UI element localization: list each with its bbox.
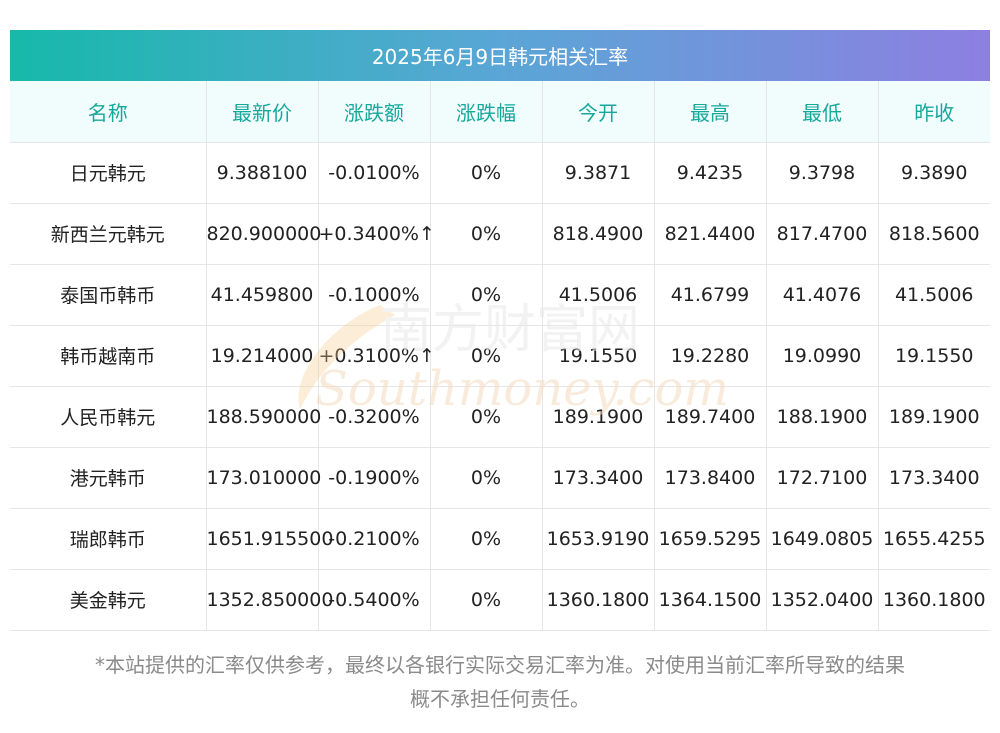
cell-open: 818.4900 — [542, 203, 655, 265]
cell-low: 41.4076 — [766, 264, 879, 326]
cell-prev-close: 818.5600 — [878, 203, 990, 265]
cell-name: 新西兰元韩元 — [10, 203, 207, 265]
cell-high: 189.7400 — [654, 386, 767, 448]
cell-open: 19.1550 — [542, 325, 655, 387]
cell-prev-close: 19.1550 — [878, 325, 990, 387]
cell-open: 1360.1800 — [542, 569, 655, 631]
cell-change-pct: 0% — [430, 203, 543, 265]
cell-latest: 41.459800 — [206, 264, 319, 326]
page-title: 2025年6月9日韩元相关汇率 — [10, 30, 990, 81]
disclaimer-line-1: *本站提供的汇率仅供参考，最终以各银行实际交易汇率为准。对使用当前汇率所导致的结… — [95, 653, 905, 677]
cell-low: 19.0990 — [766, 325, 879, 387]
cell-prev-close: 9.3890 — [878, 142, 990, 204]
exchange-rate-table: 名称 最新价 涨跌额 涨跌幅 今开 最高 最低 昨收 日元韩元 9.388100… — [10, 81, 990, 631]
cell-name: 泰国币韩币 — [10, 264, 207, 326]
column-header-change-pct: 涨跌幅 — [430, 81, 543, 143]
cell-latest: 1651.915500 — [206, 508, 333, 570]
column-header-prev-close: 昨收 — [878, 81, 990, 143]
cell-change-pct: 0% — [430, 264, 543, 326]
table-row: 美金韩元 1352.850000 -0.5400% 0% 1360.1800 1… — [10, 569, 990, 631]
column-header-name: 名称 — [10, 81, 207, 143]
cell-low: 9.3798 — [766, 142, 879, 204]
cell-open: 1653.9190 — [542, 508, 655, 570]
disclaimer-line-2: 概不承担任何责任。 — [410, 687, 590, 711]
cell-prev-close: 173.3400 — [878, 447, 990, 509]
cell-change-pct: 0% — [430, 386, 543, 448]
cell-high: 173.8400 — [654, 447, 767, 509]
cell-low: 817.4700 — [766, 203, 879, 265]
table-row: 日元韩元 9.388100 -0.0100% 0% 9.3871 9.4235 … — [10, 142, 990, 204]
cell-low: 188.1900 — [766, 386, 879, 448]
cell-high: 19.2280 — [654, 325, 767, 387]
cell-change: -0.2100% — [318, 508, 431, 570]
table-row: 人民币韩元 188.590000 -0.3200% 0% 189.1900 18… — [10, 386, 990, 448]
cell-change: +0.3100%↑ — [318, 325, 435, 387]
cell-latest: 1352.850000 — [206, 569, 333, 631]
cell-change: +0.3400%↑ — [318, 203, 435, 265]
cell-high: 1659.5295 — [654, 508, 767, 570]
cell-open: 41.5006 — [542, 264, 655, 326]
cell-low: 1649.0805 — [766, 508, 879, 570]
column-header-change: 涨跌额 — [318, 81, 431, 143]
cell-change: -0.3200% — [318, 386, 431, 448]
table-row: 瑞郎韩币 1651.915500 -0.2100% 0% 1653.9190 1… — [10, 508, 990, 570]
disclaimer-footnote: *本站提供的汇率仅供参考，最终以各银行实际交易汇率为准。对使用当前汇率所导致的结… — [10, 648, 990, 716]
cell-change: -0.1000% — [318, 264, 431, 326]
cell-prev-close: 41.5006 — [878, 264, 990, 326]
column-header-high: 最高 — [654, 81, 767, 143]
cell-change-pct: 0% — [430, 447, 543, 509]
cell-high: 821.4400 — [654, 203, 767, 265]
cell-change: -0.5400% — [318, 569, 431, 631]
cell-name: 韩币越南币 — [10, 325, 207, 387]
cell-prev-close: 1655.4255 — [878, 508, 990, 570]
cell-change-pct: 0% — [430, 142, 543, 204]
column-header-latest: 最新价 — [206, 81, 319, 143]
cell-latest: 820.900000 — [206, 203, 321, 265]
cell-latest: 173.010000 — [206, 447, 321, 509]
cell-latest: 19.214000 — [206, 325, 319, 387]
cell-low: 1352.0400 — [766, 569, 879, 631]
cell-high: 9.4235 — [654, 142, 767, 204]
cell-change-pct: 0% — [430, 508, 543, 570]
table-row: 泰国币韩币 41.459800 -0.1000% 0% 41.5006 41.6… — [10, 264, 990, 326]
cell-high: 41.6799 — [654, 264, 767, 326]
cell-change-pct: 0% — [430, 325, 543, 387]
table-row: 新西兰元韩元 820.900000 +0.3400%↑ 0% 818.4900 … — [10, 203, 990, 265]
cell-prev-close: 189.1900 — [878, 386, 990, 448]
cell-low: 172.7100 — [766, 447, 879, 509]
cell-change: -0.1900% — [318, 447, 431, 509]
column-header-low: 最低 — [766, 81, 879, 143]
cell-latest: 188.590000 — [206, 386, 321, 448]
column-header-open: 今开 — [542, 81, 655, 143]
table-row: 港元韩币 173.010000 -0.1900% 0% 173.3400 173… — [10, 447, 990, 509]
cell-open: 189.1900 — [542, 386, 655, 448]
table-header-row: 名称 最新价 涨跌额 涨跌幅 今开 最高 最低 昨收 — [10, 81, 990, 143]
cell-open: 9.3871 — [542, 142, 655, 204]
cell-prev-close: 1360.1800 — [878, 569, 990, 631]
cell-name: 日元韩元 — [10, 142, 207, 204]
cell-latest: 9.388100 — [206, 142, 319, 204]
table-row: 韩币越南币 19.214000 +0.3100%↑ 0% 19.1550 19.… — [10, 325, 990, 387]
cell-name: 人民币韩元 — [10, 386, 207, 448]
cell-change-pct: 0% — [430, 569, 543, 631]
cell-name: 港元韩币 — [10, 447, 207, 509]
cell-open: 173.3400 — [542, 447, 655, 509]
cell-name: 瑞郎韩币 — [10, 508, 207, 570]
cell-name: 美金韩元 — [10, 569, 207, 631]
cell-high: 1364.1500 — [654, 569, 767, 631]
cell-change: -0.0100% — [318, 142, 431, 204]
